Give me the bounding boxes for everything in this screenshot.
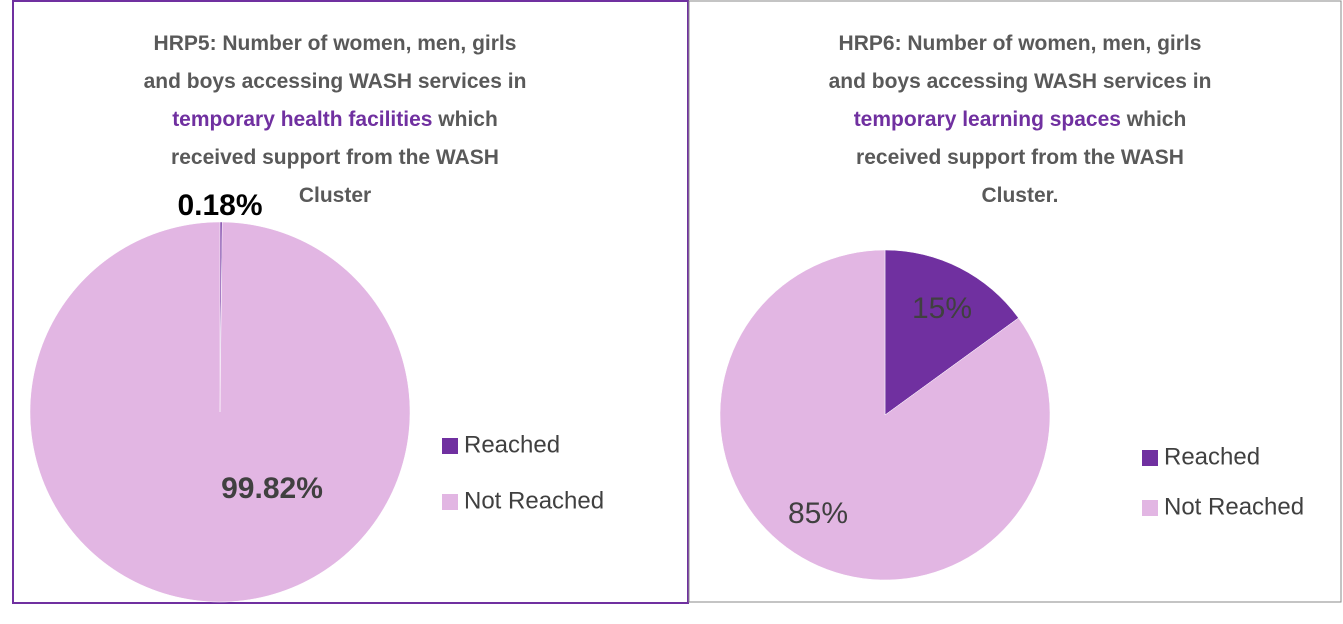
data-label: 0.18% xyxy=(177,189,262,222)
pie-slice xyxy=(719,249,1051,581)
title-segment: received support from the WASH xyxy=(171,146,499,169)
legend-label: Reached xyxy=(464,431,560,458)
title-segment: which xyxy=(1121,108,1186,131)
legend-label: Reached xyxy=(1164,443,1260,470)
pie-slice xyxy=(884,249,1019,416)
data-label: 85% xyxy=(788,497,848,530)
chart-title: temporary learning spaces which xyxy=(854,108,1187,131)
chart-title: temporary health facilities which xyxy=(172,108,498,131)
title-segment: and boys accessing WASH services in xyxy=(144,70,527,93)
chart-title: HRP6: Number of women, men, girls xyxy=(839,32,1202,55)
chart-title: Cluster. xyxy=(981,184,1058,207)
chart-title: received support from the WASH xyxy=(856,146,1184,169)
title-segment: Cluster. xyxy=(981,184,1058,207)
title-segment: which xyxy=(432,108,497,131)
title-segment: Cluster xyxy=(299,184,371,207)
data-label: 15% xyxy=(912,292,972,325)
legend-swatch xyxy=(1142,500,1158,516)
chart-title: received support from the WASH xyxy=(171,146,499,169)
legend-swatch xyxy=(442,438,458,454)
chart-title: and boys accessing WASH services in xyxy=(144,70,527,93)
legend-swatch xyxy=(442,494,458,510)
pie-slice xyxy=(29,221,411,603)
title-segment: HRP6: Number of women, men, girls xyxy=(839,32,1202,55)
legend-label: Not Reached xyxy=(1164,493,1304,520)
chart-title: HRP5: Number of women, men, girls xyxy=(154,32,517,55)
title-segment: and boys accessing WASH services in xyxy=(829,70,1212,93)
data-label: 99.82% xyxy=(221,472,323,505)
legend-swatch xyxy=(1142,450,1158,466)
title-segment: temporary learning spaces xyxy=(854,108,1121,131)
title-segment: temporary health facilities xyxy=(172,108,432,131)
title-segment: HRP5: Number of women, men, girls xyxy=(154,32,517,55)
legend-label: Not Reached xyxy=(464,487,604,514)
title-segment: received support from the WASH xyxy=(856,146,1184,169)
chart-title: and boys accessing WASH services in xyxy=(829,70,1212,93)
chart-title: Cluster xyxy=(299,184,371,207)
